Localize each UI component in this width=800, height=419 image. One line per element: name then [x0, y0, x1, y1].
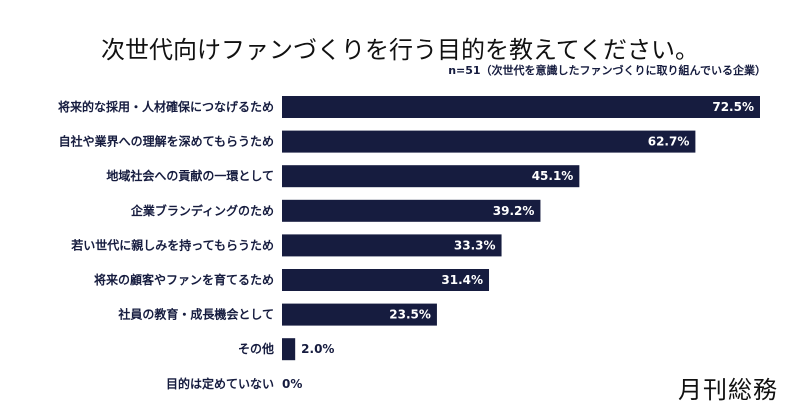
data-label: 23.5% — [389, 308, 431, 322]
data-label: 45.1% — [532, 169, 574, 183]
bar — [282, 96, 760, 118]
bar — [282, 234, 502, 257]
logo: 月刊総務 — [678, 376, 778, 404]
bar — [282, 165, 580, 188]
data-label: 33.3% — [454, 238, 496, 252]
bar — [282, 199, 541, 222]
category-label: 将来の顧客やファンを育てるため — [94, 272, 274, 287]
category-label: 若い世代に親しみを持ってもらうため — [70, 237, 274, 252]
bar — [282, 130, 696, 153]
category-label: 社員の教育・成長機会として — [117, 307, 274, 322]
chart-subtitle: n=51（次世代を意識したファンづくりに取り組んでいる企業） — [448, 64, 766, 77]
data-label: 72.5% — [712, 100, 754, 114]
category-label: 地域社会への貢献の一環として — [106, 168, 274, 183]
data-label: 2.0% — [301, 342, 334, 356]
data-label: 39.2% — [493, 204, 535, 218]
data-label: 0% — [282, 377, 302, 391]
category-label: 目的は定めていない — [166, 376, 274, 391]
category-label: その他 — [238, 341, 274, 356]
data-label: 31.4% — [441, 273, 483, 287]
category-label: 自社や業界への理解を深めてもらうため — [59, 134, 274, 149]
chart-title: 次世代向けファンづくりを行う目的を教えてください。 — [100, 36, 700, 64]
bar — [282, 269, 490, 291]
category-label: 企業ブランディングのため — [130, 203, 274, 218]
bar — [282, 303, 437, 326]
bar — [282, 338, 296, 361]
category-label: 将来的な採用・人材確保につなげるため — [58, 99, 274, 114]
data-label: 62.7% — [648, 135, 690, 149]
